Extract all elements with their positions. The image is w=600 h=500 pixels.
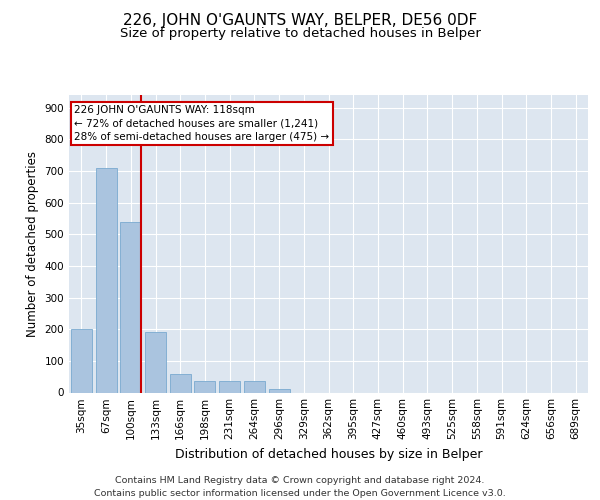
Text: 226 JOHN O'GAUNTS WAY: 118sqm
← 72% of detached houses are smaller (1,241)
28% o: 226 JOHN O'GAUNTS WAY: 118sqm ← 72% of d… [74,106,329,142]
Bar [219,382,240,392]
Y-axis label: Number of detached properties: Number of detached properties [26,151,39,337]
Bar [194,382,215,392]
Bar [269,390,290,392]
Text: Size of property relative to detached houses in Belper: Size of property relative to detached ho… [119,28,481,40]
Bar [95,168,116,392]
Text: 226, JOHN O'GAUNTS WAY, BELPER, DE56 0DF: 226, JOHN O'GAUNTS WAY, BELPER, DE56 0DF [123,12,477,28]
Bar [145,332,166,392]
Bar [71,329,92,392]
Bar [170,374,191,392]
Bar [244,382,265,392]
Bar [120,222,141,392]
Text: Contains HM Land Registry data © Crown copyright and database right 2024.
Contai: Contains HM Land Registry data © Crown c… [94,476,506,498]
X-axis label: Distribution of detached houses by size in Belper: Distribution of detached houses by size … [175,448,482,461]
